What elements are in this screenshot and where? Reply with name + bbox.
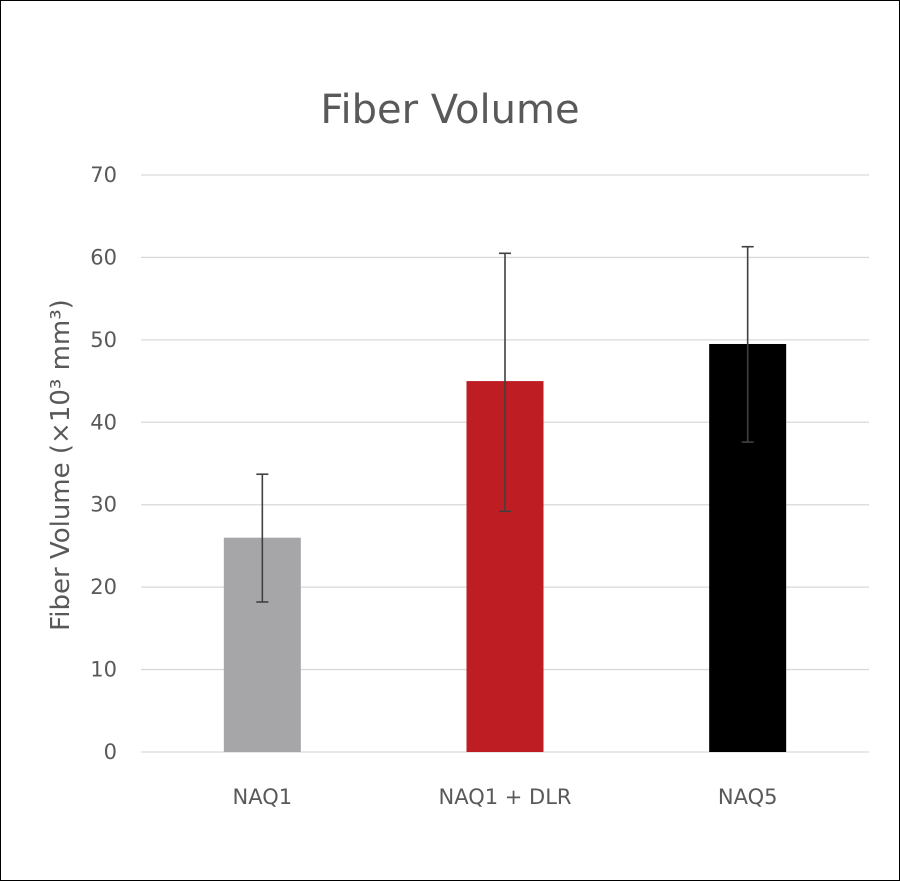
error-bar [256,473,269,603]
y-tick-label: 10 [90,658,117,682]
y-tick-label: 30 [90,493,117,517]
x-tick-label: NAQ5 [718,785,778,809]
y-tick-label: 20 [90,575,117,599]
y-tick-label: 40 [90,410,117,434]
y-tick-label: 70 [90,163,117,187]
y-tick-label: 60 [90,245,117,269]
error-bars [256,245,754,603]
chart-title: Fiber Volume [320,87,579,133]
y-tick-labels: 0 10 20 30 40 50 60 70 [90,163,117,764]
bars [223,343,787,752]
y-tick-label: 50 [90,328,117,352]
y-axis-label: Fiber Volume (×10³ mm³) [46,299,76,631]
y-tick-label: 0 [104,740,117,764]
x-tick-labels: NAQ1 NAQ1 + DLR NAQ5 [233,785,778,809]
x-tick-label: NAQ1 [233,785,293,809]
error-bar [499,252,511,513]
x-tick-label: NAQ1 + DLR [438,785,571,809]
error-bar [741,245,754,443]
